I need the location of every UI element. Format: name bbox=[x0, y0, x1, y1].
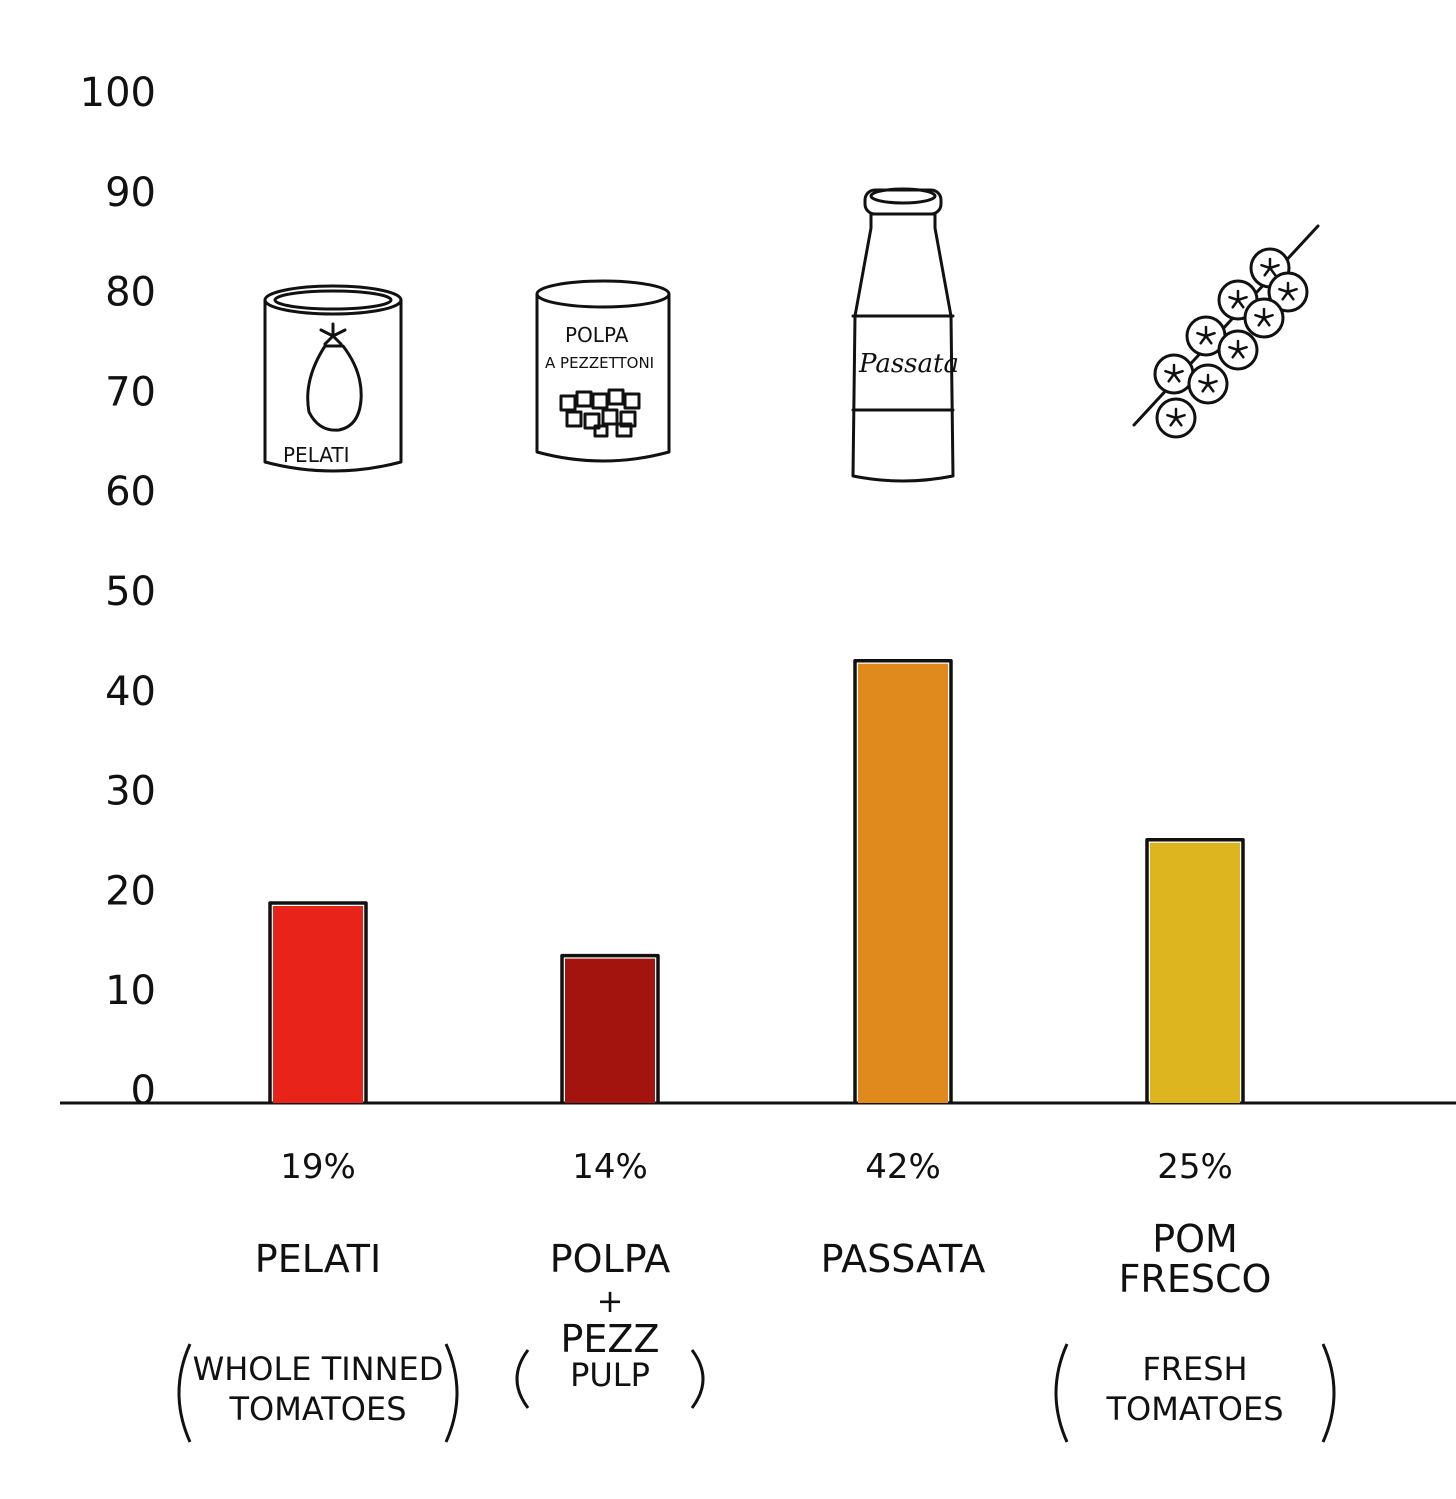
pulp-can-icon: POLPA A PEZZETTONI bbox=[535, 279, 671, 463]
y-tick-label: 50 bbox=[105, 569, 156, 615]
cherry-tomato-icon bbox=[1267, 271, 1309, 313]
category-label: FRESCO bbox=[1119, 1257, 1272, 1301]
category-sublabel-line: WHOLE TINNED bbox=[193, 1350, 444, 1388]
category-sublabel: PULP bbox=[515, 1349, 705, 1409]
bars bbox=[268, 659, 1245, 1104]
value-label: 19% bbox=[280, 1147, 356, 1187]
tomato-cubes-icon bbox=[559, 388, 641, 438]
can-label-pelati: PELATI bbox=[283, 443, 350, 467]
open-paren bbox=[515, 1349, 530, 1409]
y-tick-label: 40 bbox=[105, 669, 156, 715]
bottle-label-passata: Passata bbox=[858, 349, 959, 379]
passata-bottle-icon: Passata bbox=[851, 187, 959, 483]
y-tick-label: 60 bbox=[105, 469, 156, 515]
bar-polpa-pezz bbox=[560, 953, 660, 1103]
cherry-tomato-icon bbox=[1243, 297, 1285, 339]
category-sublabel-line: FRESH bbox=[1142, 1350, 1247, 1388]
value-label: 42% bbox=[865, 1147, 941, 1187]
tomato-can-icon: PELATI bbox=[263, 284, 403, 473]
y-tick-label: 90 bbox=[105, 170, 156, 216]
category-label: PEZZ bbox=[561, 1317, 660, 1361]
value-label: 14% bbox=[572, 1147, 648, 1187]
y-tick-label: 30 bbox=[105, 769, 156, 815]
category-sublabel-line: TOMATOES bbox=[228, 1390, 406, 1428]
close-paren bbox=[444, 1343, 459, 1443]
cherry-tomato-icon bbox=[1153, 353, 1195, 395]
value-label: 25% bbox=[1157, 1147, 1233, 1187]
value-labels: 19% 14% 42% 25% bbox=[280, 1147, 1233, 1187]
cherry-tomato-icon bbox=[1155, 397, 1197, 439]
can-label-polpa: POLPA bbox=[565, 323, 629, 347]
y-tick-label: 20 bbox=[105, 868, 156, 914]
category-sublabel-line: PULP bbox=[570, 1356, 650, 1394]
can-label-pezzettoni: A PEZZETTONI bbox=[545, 354, 654, 372]
category-label: PELATI bbox=[255, 1237, 381, 1281]
close-paren bbox=[690, 1349, 705, 1409]
category-sublabel-line: TOMATOES bbox=[1105, 1390, 1283, 1428]
open-paren bbox=[1054, 1343, 1069, 1443]
category-label: POM bbox=[1152, 1217, 1238, 1261]
close-paren bbox=[1321, 1343, 1336, 1443]
bar-passata bbox=[853, 659, 953, 1103]
cherry-tomato-icon bbox=[1217, 329, 1259, 371]
category-label: + bbox=[597, 1282, 624, 1320]
y-tick-label: 80 bbox=[105, 270, 156, 316]
category-label: POLPA bbox=[550, 1237, 670, 1281]
y-tick-label: 70 bbox=[105, 369, 156, 415]
y-tick-label: 0 bbox=[131, 1068, 156, 1114]
cherry-tomato-vine-icon bbox=[1132, 224, 1320, 439]
y-tick-label: 10 bbox=[105, 968, 156, 1014]
y-tick-label: 100 bbox=[80, 70, 156, 116]
cherry-tomato-icon bbox=[1187, 363, 1229, 405]
bar-pom-fresco bbox=[1145, 838, 1245, 1104]
category-label: PASSATA bbox=[821, 1237, 986, 1281]
bar-pelati bbox=[268, 901, 368, 1104]
open-paren bbox=[177, 1343, 192, 1443]
y-axis-ticks: 0 10 20 30 40 50 60 70 80 90 100 bbox=[80, 70, 156, 1114]
